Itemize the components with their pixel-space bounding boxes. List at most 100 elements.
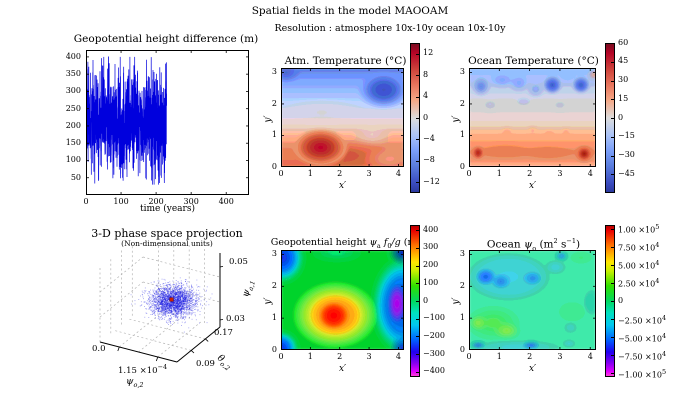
colorbar-tick-mark xyxy=(416,139,419,141)
ocean-psi-panel: Ocean ψo (m2 s−1) x′ y′ 0 1 2 3 4 0 1 2 3 xyxy=(452,237,596,374)
y-tick-label: 2 xyxy=(271,98,277,108)
ocean-temp-ylabel: y′ xyxy=(451,115,462,123)
atm-temp-panel: Atm. Temperature (°C) x′ y′ 0 1 2 3 4 0 1 2 3 xyxy=(264,55,407,191)
y-tick-label: 2 xyxy=(271,281,277,291)
colorbar-tick-mark xyxy=(416,318,419,320)
x-axis-label: ψo,2 xyxy=(126,376,144,389)
colorbar-tick-mark xyxy=(611,61,614,63)
phase3d-panel: 3-D phase space projection (Non-dimensio… xyxy=(30,227,260,415)
colorbar-tick-mark xyxy=(611,155,614,157)
z-tick-label: 0.03 xyxy=(226,314,245,324)
colorbar-tick-mark xyxy=(416,265,419,267)
x-tick-label: 0 xyxy=(466,352,472,361)
y-tick-label: 200 xyxy=(65,120,81,130)
z-tick-label: 0.05 xyxy=(229,257,248,267)
grid-lines xyxy=(99,245,221,358)
geo-height-title: Geopotential height ψa f0/g (m) xyxy=(270,237,420,250)
x-tick-label: 0 xyxy=(466,169,472,178)
colorbar-tick-mark xyxy=(416,230,419,232)
colorbar-tick-label: 0 xyxy=(618,295,624,305)
x-tick-label: 1.15 ×10−4 xyxy=(118,363,168,376)
ocean-psi-title: Ocean ψo (m2 s−1) xyxy=(486,237,581,253)
colorbar-tick-label: 2.50 ×104 xyxy=(618,277,660,290)
atm-temp-ylabel: y′ xyxy=(263,115,274,123)
y-tick-label: 150 xyxy=(65,138,81,148)
colorbar-tick-label: −8 xyxy=(423,155,435,165)
x-tick-label: 0 xyxy=(83,197,89,206)
ocean-psi-colorbar-gradient xyxy=(605,225,615,377)
x-tick-label: 400 xyxy=(218,197,234,206)
colorbar-tick-mark xyxy=(611,136,614,138)
ocean-temp-title: Ocean Temperature (°C) xyxy=(468,55,599,67)
colorbar-tick-label: 30 xyxy=(618,75,629,84)
x-tick-label: 2 xyxy=(337,352,343,361)
x-tick-label: 100 xyxy=(113,197,129,206)
colorbar-tick-label: −15 xyxy=(618,131,635,141)
y-tick-label: 1 xyxy=(271,313,277,323)
colorbar-tick-mark xyxy=(416,283,419,285)
colorbar-tick-mark xyxy=(611,228,614,230)
colorbar-tick-mark xyxy=(416,160,419,162)
figure-title: Spatial fields in the model MAOOAM xyxy=(251,5,449,17)
y-tick-label: 400 xyxy=(65,51,81,61)
colorbar-tick-label: −400 xyxy=(423,366,445,376)
x-tick-label: 1 xyxy=(307,169,313,178)
ocean-psi-field xyxy=(469,250,596,350)
x-tick-label: 4 xyxy=(587,169,593,178)
x-tick-label: 3 xyxy=(366,169,372,178)
colorbar-tick-mark xyxy=(611,246,614,248)
x-tick-label: 0.0 xyxy=(92,344,106,354)
phase3d-subtitle: (Non-dimensional units) xyxy=(121,239,213,248)
colorbar-tick-label: −100 xyxy=(423,313,445,323)
colorbar-tick-label: −4 xyxy=(423,133,435,143)
ocean-temp-panel: Ocean Temperature (°C) x′ y′ 0 1 2 3 4 0 1 2 3 xyxy=(452,55,599,191)
colorbar-tick-mark xyxy=(416,118,419,119)
axis-lines xyxy=(99,253,221,363)
colorbar-tick-label: 0 xyxy=(423,295,429,305)
geo-height-ylabel: y′ xyxy=(263,297,274,305)
y-tick-label: 3 xyxy=(459,67,465,77)
x-tick-label: 0 xyxy=(278,169,284,178)
colorbar-tick-mark xyxy=(611,301,614,302)
y-tick-label: 2 xyxy=(459,98,465,108)
x-tick-label: 1 xyxy=(496,169,502,178)
colorbar-tick-mark xyxy=(611,43,614,44)
colorbar-tick-mark xyxy=(611,118,614,119)
colorbar-tick-mark xyxy=(611,99,614,101)
colorbar-tick-label: 1.00 ×105 xyxy=(618,223,660,235)
y-tick-label: 0 xyxy=(459,162,465,171)
colorbar-tick-mark xyxy=(611,337,614,339)
atm-temp-colorbar: 12 8 4 0 −4 −8 −12 xyxy=(410,43,450,193)
y-tick-label: 1 xyxy=(459,130,465,140)
x-tick-label: 0 xyxy=(278,352,284,361)
colorbar-tick-label: 8 xyxy=(423,69,429,79)
ocean-psi-colorbar: 1.00 ×105 7.50 ×104 5.00 ×104 2.50 ×104 0 −2.… xyxy=(605,224,666,379)
colorbar-tick-label: 4 xyxy=(423,91,429,101)
colorbar-tick-label: −1.00 ×105 xyxy=(618,367,667,380)
y-tick-label: 2 xyxy=(459,281,465,291)
x-tick-label: 2 xyxy=(337,169,343,178)
colorbar-tick-mark xyxy=(416,248,419,249)
figure-subtitle: Resolution : atmosphere 10x-10y ocean 10… xyxy=(274,23,506,34)
x-tick-label: 300 xyxy=(183,197,199,206)
y-tick-label: 1 xyxy=(459,313,465,323)
colorbar-tick-label: 0 xyxy=(618,112,624,122)
colorbar-tick-mark xyxy=(416,371,419,373)
colorbar-tick-mark xyxy=(416,53,419,55)
colorbar-tick-mark xyxy=(416,336,419,338)
colorbar-tick-label: −300 xyxy=(423,348,445,358)
colorbar-tick-mark xyxy=(611,373,614,375)
colorbar-tick-label: −2.50 ×104 xyxy=(618,313,667,326)
colorbar-tick-label: −12 xyxy=(423,176,440,186)
axis-tick-marks xyxy=(117,266,224,362)
y-tick-label: 250 xyxy=(65,103,81,113)
colorbar-tick-label: 400 xyxy=(423,224,439,234)
x-tick-label: 1 xyxy=(496,352,502,361)
atm-temp-title: Atm. Temperature (°C) xyxy=(284,55,407,67)
ocean-temp-colorbar: 60 45 30 15 0 −15 −30 −45 xyxy=(605,38,645,193)
colorbar-tick-label: 300 xyxy=(423,242,439,252)
colorbar-tick-label: 100 xyxy=(423,277,439,287)
colorbar-tick-mark xyxy=(611,282,614,284)
x-tick-label: 3 xyxy=(366,352,372,361)
colorbar-tick-mark xyxy=(416,354,419,355)
